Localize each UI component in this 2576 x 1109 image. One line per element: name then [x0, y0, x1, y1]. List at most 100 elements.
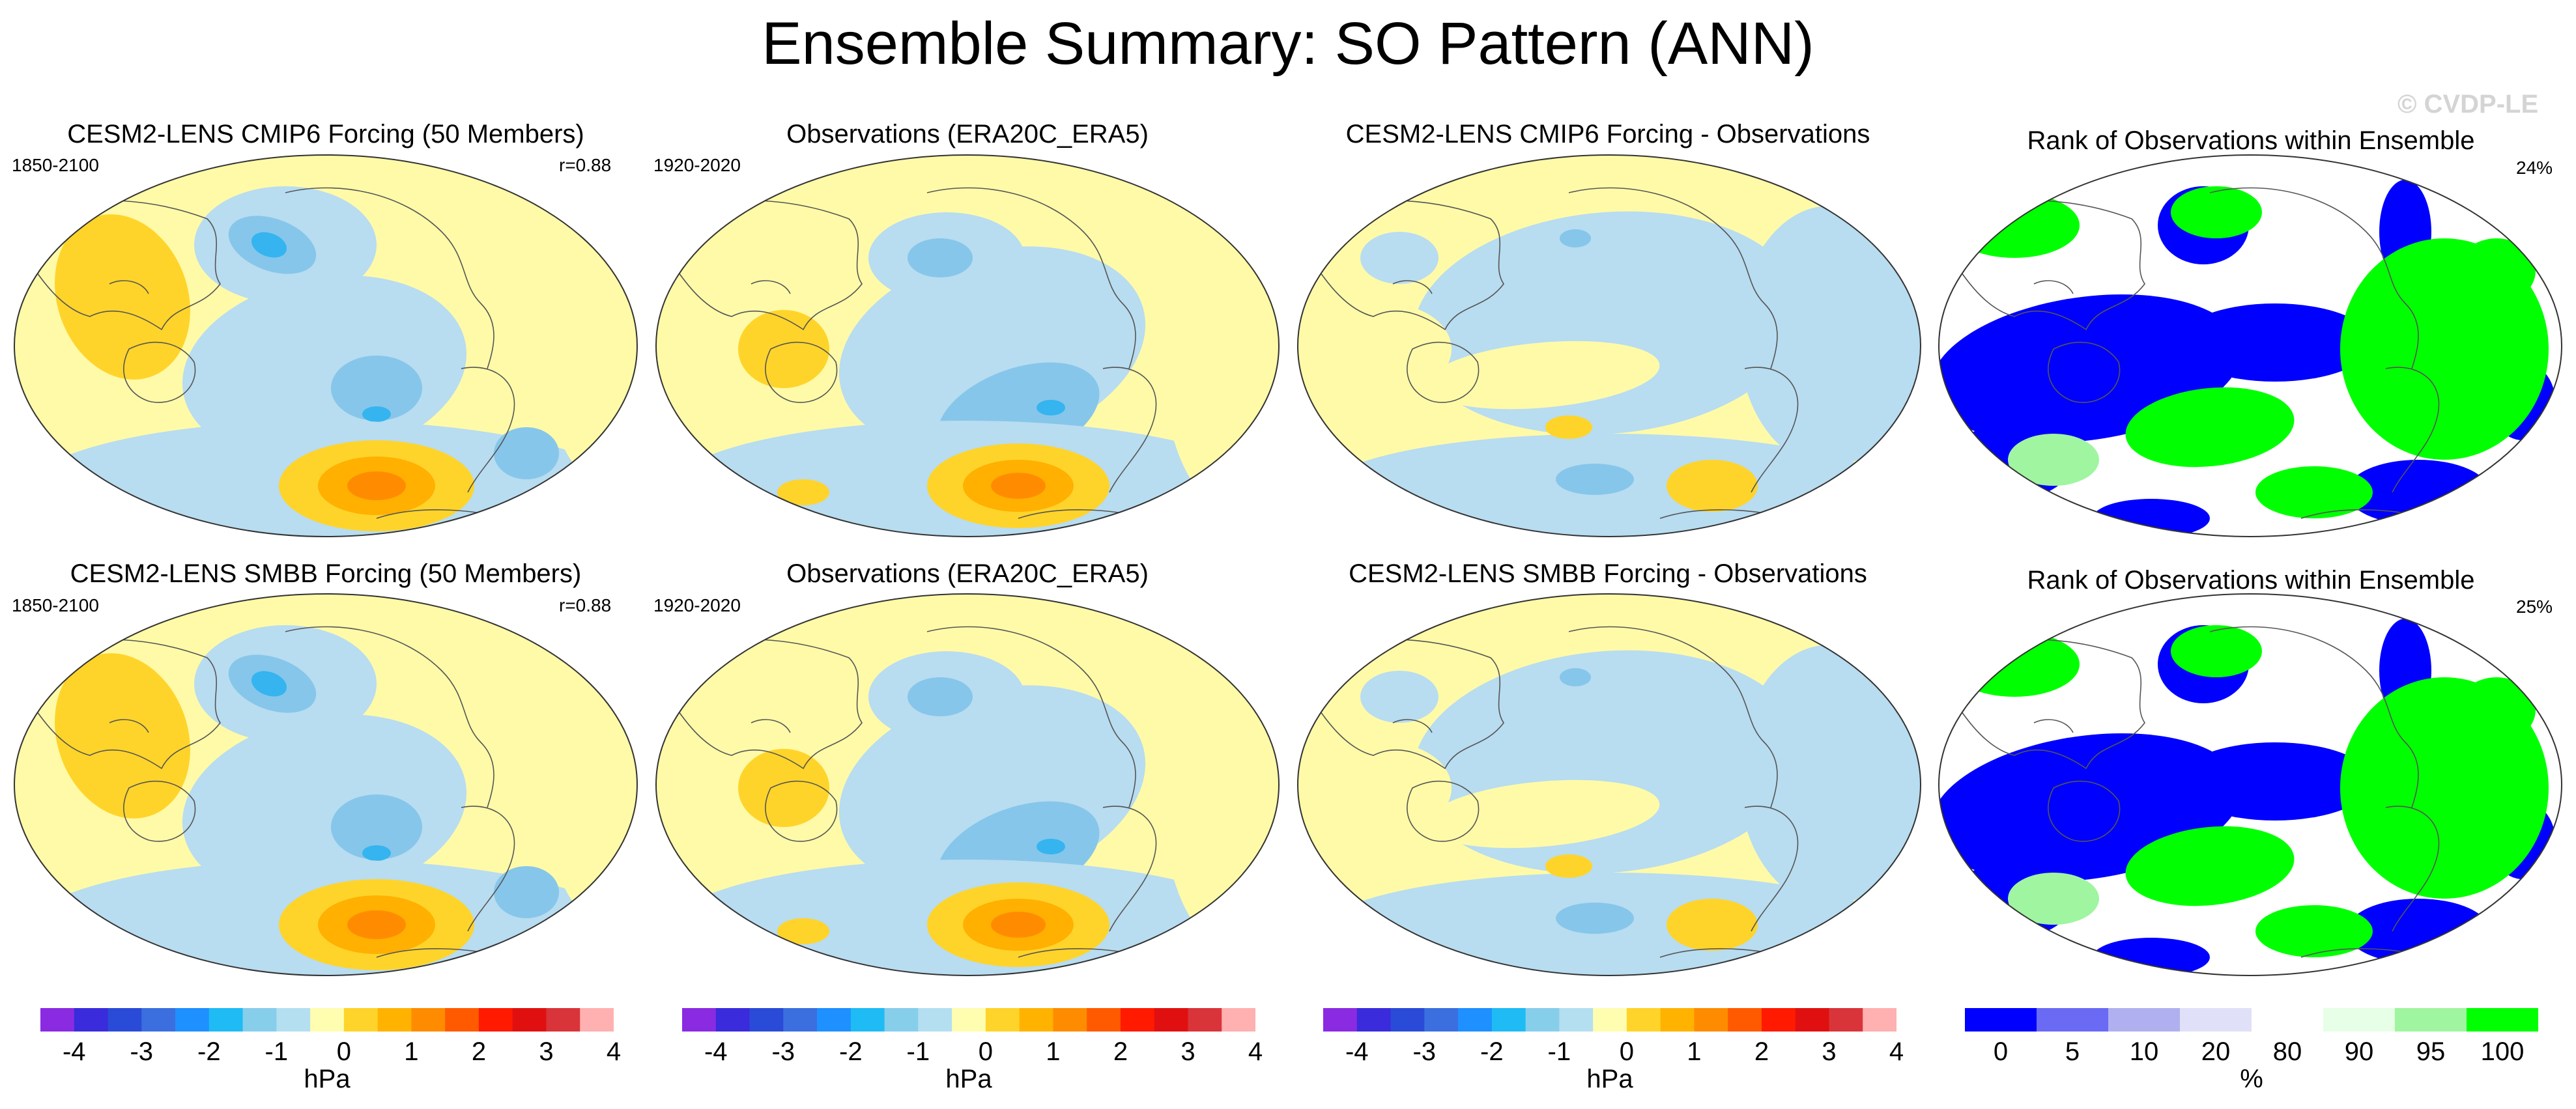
coastline-4 [109, 280, 149, 294]
rank-mid-indian [2008, 434, 2099, 486]
negative-south-pacific-peak [362, 845, 391, 861]
panel-4-percent: 24% [2516, 158, 2553, 178]
colorbar-tick-label: 100 [2480, 1037, 2525, 1066]
colorbar-swatch [445, 1008, 479, 1032]
colorbar-tick-label: 2 [1113, 1037, 1128, 1066]
negative-south-pacific-peak [362, 406, 391, 422]
colorbar-tick-label: -2 [197, 1037, 221, 1066]
positive-australia [738, 310, 829, 388]
positive-maritime-continent [55, 653, 190, 819]
colorbar-tick-label: -4 [62, 1037, 86, 1066]
colorbar-tick-label: 3 [1822, 1037, 1837, 1066]
colorbar-swatch [1694, 1008, 1728, 1032]
colorbar-tick-label: -3 [771, 1037, 795, 1066]
coastline-2 [2209, 626, 2419, 808]
colorbar-tick-label: 5 [2065, 1037, 2080, 1066]
coastline-1 [2048, 780, 2121, 842]
coastline-4 [2033, 280, 2074, 294]
colorbar-swatch [682, 1008, 717, 1032]
positive-south-pacific [1425, 779, 1660, 849]
colorbar-tick-label: 0 [978, 1037, 993, 1066]
coastline-2 [285, 626, 494, 808]
negative-atlantic [1738, 206, 1921, 466]
colorbar-swatch [1965, 1008, 2037, 1032]
colorbar-swatch [1019, 1008, 1053, 1032]
negative-south-pacific [331, 356, 422, 421]
coastline-1 [123, 780, 196, 842]
coastline-2 [285, 187, 494, 369]
coastline-2 [1568, 187, 1778, 369]
colorbar-swatch [783, 1008, 818, 1032]
map-border [14, 154, 638, 537]
colorbar-swatch [1458, 1008, 1493, 1032]
colorbar-swatch [377, 1008, 412, 1032]
colorbar-swatch [276, 1008, 311, 1032]
coastline-1 [2048, 341, 2121, 403]
negative-aleutian-core [908, 677, 973, 716]
colorbar-unit: % [2240, 1065, 2263, 1093]
colorbar-swatch [2180, 1008, 2252, 1032]
negative-aleutian-core [1560, 668, 1591, 686]
colorbar-tick-label: 4 [606, 1037, 622, 1066]
colorbar-swatch [478, 1008, 513, 1032]
colorbar-tick-label: -1 [906, 1037, 930, 1066]
coastline-0 [1314, 639, 1504, 770]
colorbar-swatch [107, 1008, 142, 1032]
colorbar-tick-label: 2 [1754, 1037, 1769, 1066]
colorbar-swatch [2108, 1008, 2181, 1032]
coastline-0 [672, 200, 863, 331]
colorbar-swatch [2252, 1008, 2324, 1032]
positive-south-pacific-peak [991, 912, 1046, 938]
coastline-4 [109, 719, 149, 733]
colorbar-tick-label: -4 [704, 1037, 728, 1066]
panel-8-percent: 25% [2516, 597, 2553, 617]
positive-south-pacific-core [1545, 415, 1592, 439]
colorbar-tick-label: -4 [1345, 1037, 1369, 1066]
colorbar-tick-label: 10 [2129, 1037, 2159, 1066]
colorbar-swatch [208, 1008, 244, 1032]
colorbar-swatch [1525, 1008, 1560, 1032]
coastline-1 [765, 341, 838, 403]
rank-high-north-west [1949, 193, 2080, 258]
positive-indian-south [777, 918, 829, 944]
panel-8-map [1936, 593, 2565, 977]
coastline-2 [1568, 626, 1778, 808]
panel-5-period: 1850-2100 [12, 595, 99, 615]
colorbar-swatch [1761, 1008, 1796, 1032]
copyright-watermark: © CVDP-LE [2397, 90, 2539, 119]
rank-mid-indian [2008, 873, 2099, 925]
colorbar-swatch [242, 1008, 277, 1032]
colorbar-unit: hPa [304, 1065, 351, 1093]
negative-aleutian-core [1560, 229, 1591, 247]
rank-high-north [2171, 186, 2262, 238]
colorbar-4 [1965, 1008, 2539, 1035]
colorbar-tick-label: 1 [404, 1037, 419, 1066]
panel-5-correlation: r=0.88 [559, 595, 612, 615]
colorbar-tick-label: 4 [1889, 1037, 1904, 1066]
coastline-3 [1744, 367, 1799, 493]
colorbar-tick-label: 95 [2416, 1037, 2446, 1066]
coastline-0 [31, 200, 221, 331]
positive-south-pacific [1425, 341, 1660, 410]
negative-atlantic [1738, 645, 1921, 905]
colorbar-swatch [1559, 1008, 1594, 1032]
coastline-1 [765, 780, 838, 842]
panel-1-correlation: r=0.88 [559, 155, 612, 175]
colorbar-swatch [74, 1008, 109, 1032]
coastline-4 [1392, 280, 1433, 294]
rank-high-south [2255, 466, 2373, 518]
coastline-4 [751, 719, 791, 733]
colorbar-swatch [1188, 1008, 1222, 1032]
colorbar-tick-label: 0 [336, 1037, 351, 1066]
map-field [1939, 594, 2562, 976]
negative-south-core [1556, 464, 1634, 495]
negative-aleutian-peak [251, 671, 287, 697]
rank-low-south [2093, 938, 2210, 976]
rank-high-south [2255, 905, 2373, 957]
negative-aleutian-peak [251, 232, 287, 258]
colorbar-unit: hPa [945, 1065, 992, 1093]
map-border [1938, 154, 2562, 537]
rank-high-south-pacific [2125, 387, 2295, 468]
panel-5-title: CESM2-LENS SMBB Forcing (50 Members) [70, 559, 582, 588]
panel-1-map [12, 154, 640, 538]
